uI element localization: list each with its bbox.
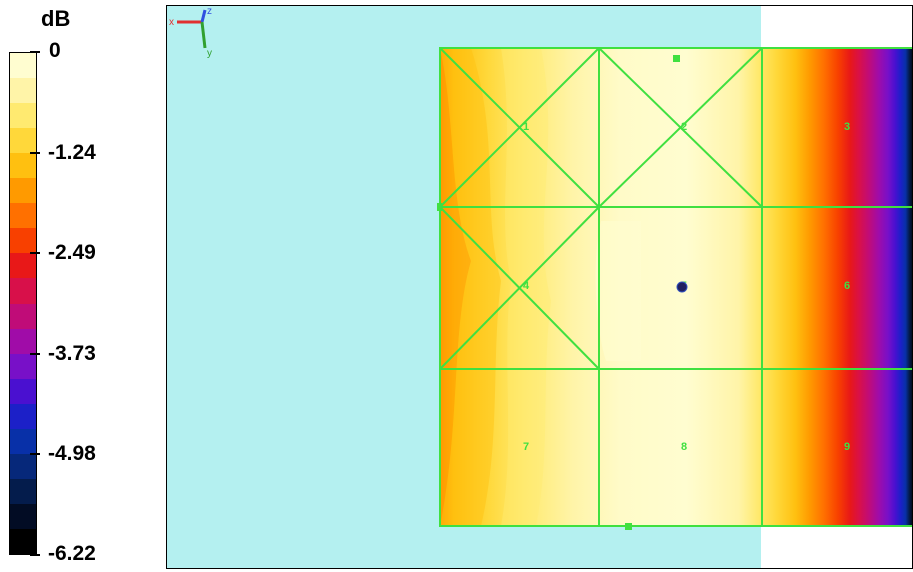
colorbar-tick-label: -1.24: [48, 140, 96, 164]
colorbar-swatch: [10, 78, 36, 104]
y-axis-arrow: [200, 21, 207, 49]
field-plot: 1 2 3 4 5 6 7 8 9: [167, 6, 912, 568]
colorbar-swatch: [10, 328, 36, 355]
colorbar-swatch: [10, 253, 36, 280]
cell-label: 1: [523, 121, 529, 133]
colorbar-swatch: [10, 378, 36, 405]
cell-label: 2: [681, 121, 687, 133]
cell-label: 4: [523, 280, 530, 292]
x-axis-label: x: [169, 17, 174, 28]
colorbar-tick-label: -3.73: [48, 341, 96, 365]
colorbar-unit-label: dB: [41, 6, 71, 31]
cell-label: 7: [523, 441, 529, 453]
colorbar-swatch: [10, 278, 36, 305]
colorbar-tick-label: -2.49: [48, 241, 96, 265]
port-marker: [673, 55, 680, 62]
cell-label: 8: [681, 441, 687, 453]
mesh-grid: [439, 47, 912, 527]
3d-viewport[interactable]: 1 2 3 4 5 6 7 8 9 x z y: [166, 5, 913, 569]
colorbar-swatch: [10, 128, 36, 154]
colorbar-swatch: [10, 228, 36, 254]
colorbar-swatch: [10, 453, 36, 480]
colorbar-tick-label: 0: [49, 39, 61, 62]
colorbar-swatch: [10, 478, 36, 505]
colorbar-tick-label: -4.98: [48, 442, 96, 466]
contour-band: [501, 48, 551, 526]
axis-triad[interactable]: x z y: [167, 6, 217, 58]
cell-label: 6: [844, 280, 850, 292]
port-marker: [437, 203, 442, 211]
colorbar-swatch: [10, 428, 36, 455]
cell-label: 3: [844, 121, 850, 133]
colorbar-swatch: [10, 103, 36, 129]
cell-label: 9: [844, 441, 850, 453]
contour-band: [440, 48, 501, 526]
contour-band: [595, 221, 641, 361]
colorbar-swatch: [10, 353, 36, 380]
colorbar-swatch: [10, 403, 36, 430]
colorbar-tick: [30, 151, 40, 154]
z-axis-arrow: [200, 9, 207, 23]
y-axis-label: y: [207, 48, 212, 58]
colorbar-legend: dB 0 -1.24 -2.49 -3.73 -4.98 -6.22: [0, 0, 150, 572]
colorbar-tick: [30, 252, 40, 255]
colorbar-swatch: [10, 303, 36, 330]
colorbar-tick: [30, 453, 40, 456]
colorbar-tick: [30, 352, 40, 355]
colorbar-swatch: [10, 178, 36, 204]
colorbar-gradient: [9, 52, 37, 555]
colorbar-swatch: [10, 53, 36, 79]
colorbar-swatch: [10, 153, 36, 179]
colorbar-tick: [30, 51, 40, 53]
port-marker: [625, 523, 632, 530]
colorbar-swatch: [10, 528, 36, 555]
colorbar-tick: [30, 554, 40, 556]
z-axis-label: z: [207, 6, 212, 17]
colorbar-swatch: [10, 503, 36, 530]
contour-band: [440, 48, 471, 526]
colorbar-swatch: [10, 203, 36, 229]
feed-point[interactable]: [676, 281, 688, 293]
colorbar-tick-label: -6.22: [48, 542, 96, 565]
